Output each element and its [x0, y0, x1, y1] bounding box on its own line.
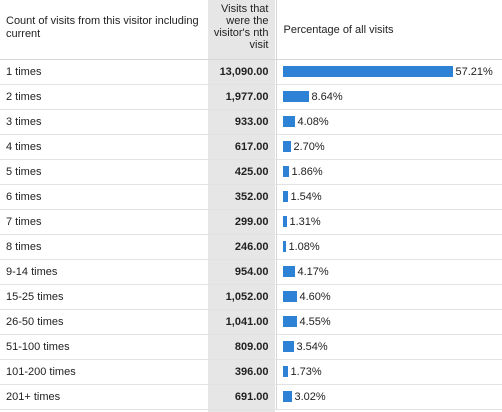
row-visits: 933.00 [208, 109, 276, 135]
table-row: 8 times 246.00 1.08% [0, 234, 502, 260]
row-label: 51-100 times [0, 334, 208, 360]
table-row: 51-100 times 809.00 3.54% [0, 334, 502, 360]
row-label: 2 times [0, 84, 208, 110]
row-visits: 1,052.00 [208, 284, 276, 310]
row-percentage: 3.54% [275, 334, 502, 360]
row-label: 3 times [0, 109, 208, 135]
header-visits[interactable]: Visits that were the visitor's nth visit [208, 0, 276, 60]
row-percentage: 4.08% [275, 109, 502, 135]
row-label: 5 times [0, 159, 208, 185]
percentage-bar [282, 191, 288, 202]
row-label: 201+ times [0, 384, 208, 410]
row-percentage: 8.64% [275, 84, 502, 110]
row-percentage: 57.21% [275, 59, 502, 85]
percentage-bar [282, 391, 292, 402]
percentage-bar [282, 366, 288, 377]
table-row: 2 times 1,977.00 8.64% [0, 84, 502, 110]
percentage-bar [282, 116, 295, 127]
percentage-bar [282, 91, 309, 102]
row-visits: 809.00 [208, 334, 276, 360]
row-visits: 352.00 [208, 184, 276, 210]
row-visits: 617.00 [208, 134, 276, 160]
percentage-bar [282, 316, 297, 327]
table-row: 5 times 425.00 1.86% [0, 159, 502, 185]
table-row: 6 times 352.00 1.54% [0, 184, 502, 210]
percentage-bar [282, 341, 294, 352]
percentage-bar [282, 66, 453, 77]
percentage-value: 4.17% [297, 265, 329, 278]
row-percentage: 4.17% [275, 259, 502, 285]
percentage-value: 1.08% [288, 240, 320, 253]
row-percentage: 1.54% [275, 184, 502, 210]
percentage-bar [282, 166, 289, 177]
row-label: 6 times [0, 184, 208, 210]
row-label: 8 times [0, 234, 208, 260]
table-row: 15-25 times 1,052.00 4.60% [0, 284, 502, 310]
row-visits: 425.00 [208, 159, 276, 185]
percentage-value: 4.60% [299, 290, 331, 303]
row-label: 1 times [0, 59, 208, 85]
row-label: 7 times [0, 209, 208, 235]
row-visits: 13,090.00 [208, 59, 276, 85]
percentage-value: 57.21% [455, 65, 493, 78]
row-percentage: 1.31% [275, 209, 502, 235]
row-label: 15-25 times [0, 284, 208, 310]
percentage-value: 3.02% [294, 390, 326, 403]
row-percentage: 4.55% [275, 309, 502, 335]
header-percentage[interactable]: Percentage of all visits [275, 0, 502, 60]
row-label: 4 times [0, 134, 208, 160]
table-row: 26-50 times 1,041.00 4.55% [0, 309, 502, 335]
table-header-row: Count of visits from this visitor includ… [0, 0, 502, 60]
percentage-bar [282, 216, 287, 227]
header-visit-count[interactable]: Count of visits from this visitor includ… [0, 0, 208, 60]
table-row: 1 times 13,090.00 57.21% [0, 59, 502, 85]
table-row: 3 times 933.00 4.08% [0, 109, 502, 135]
row-label: 26-50 times [0, 309, 208, 335]
table-row: 9-14 times 954.00 4.17% [0, 259, 502, 285]
row-visits: 1,977.00 [208, 84, 276, 110]
percentage-value: 4.08% [297, 115, 329, 128]
table-row: 7 times 299.00 1.31% [0, 209, 502, 235]
percentage-bar [282, 241, 286, 252]
row-visits: 954.00 [208, 259, 276, 285]
row-percentage: 3.02% [275, 384, 502, 410]
row-percentage: 2.70% [275, 134, 502, 160]
table-row: 101-200 times 396.00 1.73% [0, 359, 502, 385]
row-visits: 299.00 [208, 209, 276, 235]
percentage-value: 1.86% [291, 165, 323, 178]
row-percentage: 1.86% [275, 159, 502, 185]
percentage-bar [282, 291, 297, 302]
row-visits: 1,041.00 [208, 309, 276, 335]
percentage-value: 3.54% [296, 340, 328, 353]
row-visits: 396.00 [208, 359, 276, 385]
percentage-bar [282, 266, 295, 277]
percentage-value: 1.54% [290, 190, 322, 203]
row-label: 9-14 times [0, 259, 208, 285]
percentage-value: 4.55% [299, 315, 331, 328]
percentage-value: 1.31% [289, 215, 321, 228]
percentage-value: 2.70% [293, 140, 325, 153]
row-percentage: 1.73% [275, 359, 502, 385]
row-visits: 246.00 [208, 234, 276, 260]
percentage-value: 1.73% [290, 365, 322, 378]
percentage-value: 8.64% [311, 90, 343, 103]
row-percentage: 4.60% [275, 284, 502, 310]
percentage-bar [282, 141, 291, 152]
table-row: 4 times 617.00 2.70% [0, 134, 502, 160]
table-row: 201+ times 691.00 3.02% [0, 384, 502, 410]
row-label: 101-200 times [0, 359, 208, 385]
row-percentage: 1.08% [275, 234, 502, 260]
row-visits: 691.00 [208, 384, 276, 410]
